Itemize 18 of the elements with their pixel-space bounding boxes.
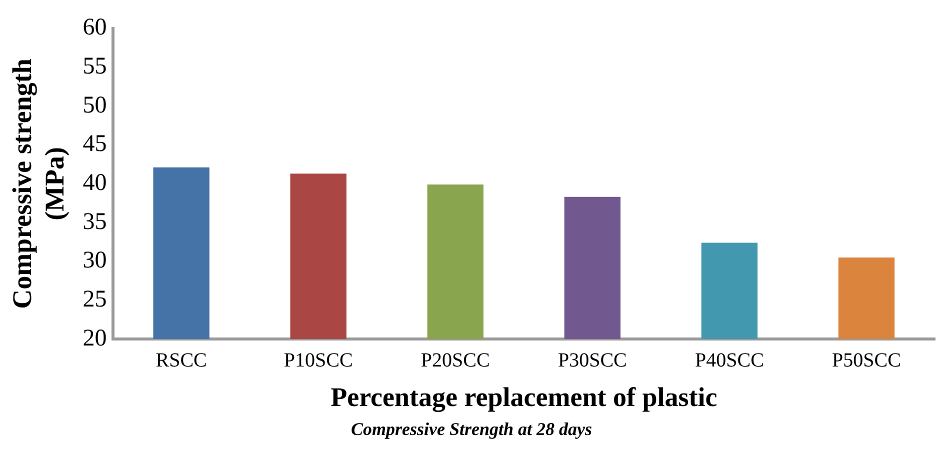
y-tick-label: 40 <box>82 170 107 196</box>
y-tick-label: 35 <box>82 208 107 235</box>
y-tick-label: 30 <box>82 248 107 274</box>
x-tick-label: P10SCC <box>284 349 353 372</box>
y-axis-title: Compressive strength (MPa) <box>7 58 70 309</box>
y-tick-label: 25 <box>82 286 107 312</box>
x-axis-title: Percentage replacement of plastic <box>330 382 718 412</box>
y-tick-label: 60 <box>82 14 107 41</box>
text: Compressive Strength at 28 days <box>350 418 592 439</box>
x-tick-label: P20SCC <box>420 349 490 372</box>
y-tick-label: 50 <box>82 92 107 118</box>
x-tick-label: P30SCC <box>558 349 627 372</box>
y-tick-label: 55 <box>82 54 107 80</box>
y-tick-label: 20 <box>82 325 107 352</box>
x-tick-label: P50SCC <box>832 349 901 372</box>
x-tick-label: RSCC <box>156 349 207 372</box>
x-tick-label: P40SCC <box>694 349 764 372</box>
y-tick-label: 45 <box>82 131 107 158</box>
